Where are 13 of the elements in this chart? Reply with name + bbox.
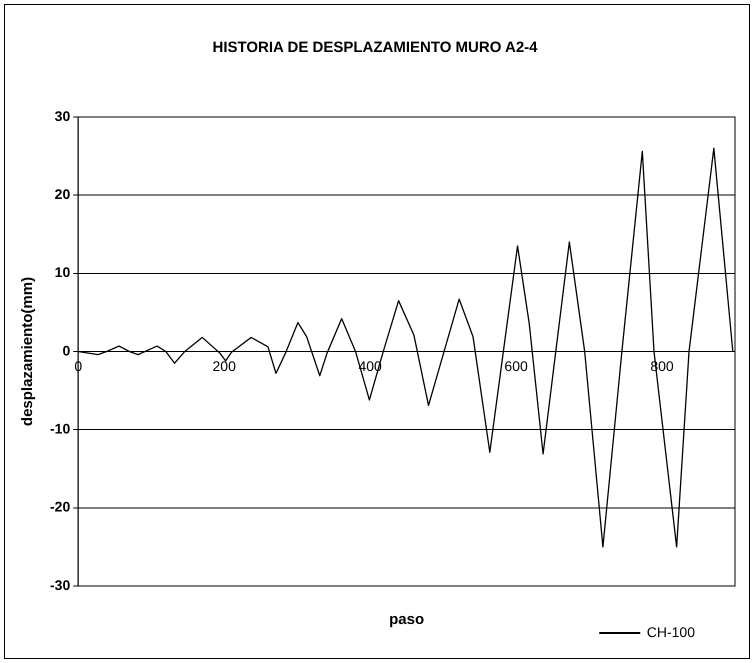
chart-title: HISTORIA DE DESPLAZAMIENTO MURO A2-4 bbox=[212, 39, 538, 56]
x-axis-title: paso bbox=[389, 611, 424, 628]
legend-label: CH-100 bbox=[646, 624, 696, 640]
x-tick-label: 600 bbox=[504, 358, 528, 374]
y-tick-label: 30 bbox=[54, 108, 70, 124]
y-axis-title: desplazamiento(mm) bbox=[19, 276, 36, 426]
y-tick-label: 10 bbox=[54, 264, 70, 280]
y-tick-label: 20 bbox=[54, 186, 70, 202]
y-tick-label: -30 bbox=[50, 576, 70, 593]
y-tick-label: -20 bbox=[50, 498, 70, 515]
y-tick-label: -10 bbox=[50, 420, 70, 437]
y-tick-label: 0 bbox=[62, 342, 70, 358]
x-tick-label: 200 bbox=[212, 358, 236, 374]
